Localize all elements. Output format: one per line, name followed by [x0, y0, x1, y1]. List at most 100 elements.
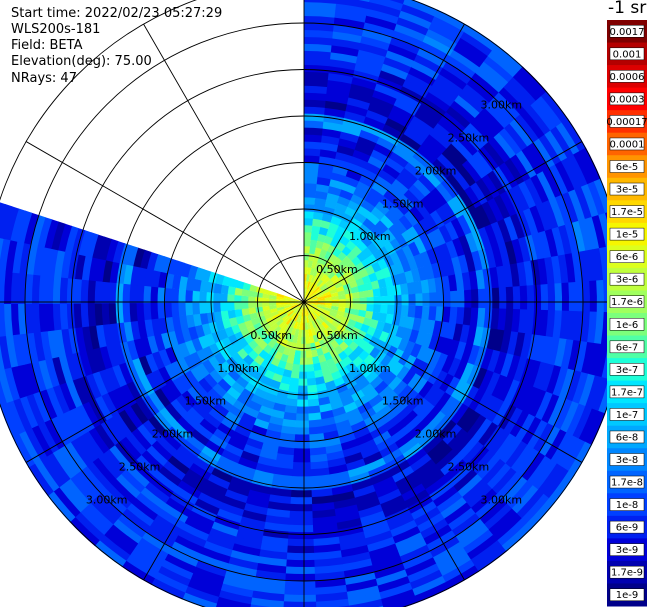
beta-cell — [46, 452, 71, 484]
colorbar-label: 6e-8 — [616, 432, 639, 443]
beta-cell — [187, 510, 215, 529]
beta-cell — [221, 275, 232, 287]
beta-cell — [364, 282, 374, 291]
beta-cell — [568, 189, 586, 222]
beta-cell — [390, 104, 415, 123]
beta-cell — [441, 202, 458, 222]
beta-cell — [593, 311, 605, 345]
beta-cell — [366, 536, 396, 553]
beta-cell — [307, 384, 318, 394]
beta-cell — [306, 377, 317, 387]
beta-cell — [240, 450, 260, 464]
beta-cell — [52, 276, 62, 304]
beta-cell — [129, 402, 149, 425]
beta-cell — [248, 284, 258, 292]
beta-cell — [226, 386, 241, 401]
beta-cell — [200, 485, 225, 503]
colorbar-label-box — [609, 70, 645, 83]
beta-cell — [405, 448, 428, 467]
beta-cell — [316, 306, 325, 312]
beta-cell — [496, 265, 507, 289]
beta-cell — [275, 304, 284, 309]
beta-cell — [320, 313, 329, 320]
beta-cell — [412, 397, 430, 416]
beta-cell — [418, 318, 429, 334]
beta-cell — [451, 168, 471, 191]
beta-cell — [333, 23, 365, 37]
beta-cell — [301, 308, 304, 317]
beta-cell — [437, 117, 462, 139]
beta-cell — [255, 311, 265, 318]
beta-cell — [434, 352, 449, 371]
colorbar-label-box — [609, 115, 645, 128]
beta-cell — [242, 314, 252, 323]
beta-cell — [252, 344, 264, 356]
beta-cell — [559, 310, 570, 340]
beta-cell — [318, 396, 331, 407]
beta-cell — [161, 502, 189, 524]
beta-cell — [297, 315, 302, 324]
colorbar-label: 3e-5 — [616, 185, 639, 196]
beta-cell — [416, 345, 429, 362]
beta-cell — [281, 314, 289, 322]
beta-cell — [249, 604, 271, 607]
beta-cell — [287, 384, 299, 394]
beta-cell — [379, 195, 395, 211]
beta-cell — [499, 191, 518, 217]
beta-cell — [151, 350, 165, 370]
colorbar-label: 6e-9 — [616, 523, 639, 534]
beta-cell — [550, 126, 575, 159]
beta-cell — [235, 280, 245, 290]
beta-cell — [446, 55, 477, 79]
beta-cell — [84, 232, 99, 258]
beta-cell — [216, 422, 235, 438]
beta-cell — [237, 359, 250, 372]
beta-cell — [240, 388, 255, 401]
beta-cell — [177, 528, 207, 548]
beta-heatmap — [0, 0, 626, 607]
beta-cell — [105, 416, 127, 442]
beta-cell — [481, 201, 498, 225]
beta-cell — [304, 287, 308, 296]
beta-cell — [301, 329, 306, 338]
beta-cell — [310, 467, 330, 477]
beta-cell — [391, 400, 409, 417]
beta-cell — [442, 61, 472, 85]
beta-cell — [315, 190, 329, 200]
beta-cell — [332, 30, 363, 44]
beta-cell — [290, 304, 298, 309]
beta-cell — [492, 513, 523, 542]
beta-cell — [332, 277, 342, 286]
beta-cell — [325, 278, 334, 287]
beta-cell — [396, 405, 414, 422]
beta-cell — [447, 198, 464, 219]
beta-cell — [142, 285, 152, 304]
range-ring-label: 0.50km — [250, 329, 292, 342]
beta-cell — [0, 237, 11, 272]
beta-cell — [195, 348, 209, 364]
beta-cell — [529, 205, 546, 234]
beta-cell — [263, 313, 273, 320]
beta-cell — [554, 282, 563, 312]
beta-cell — [458, 190, 477, 212]
beta-cell — [368, 358, 381, 372]
beta-cell — [312, 356, 320, 365]
beta-cell — [504, 158, 526, 186]
beta-cell — [328, 284, 337, 292]
beta-cell — [350, 478, 374, 492]
beta-cell — [12, 333, 25, 367]
beta-cell — [337, 289, 346, 296]
beta-cell — [130, 497, 158, 522]
beta-cell — [433, 370, 449, 389]
beta-cell — [180, 522, 210, 542]
beta-cell — [342, 117, 365, 131]
beta-cell — [565, 403, 586, 437]
colorbar-label-box — [609, 385, 645, 399]
beta-cell — [349, 366, 362, 379]
beta-cell — [356, 377, 371, 391]
colorbar-label-box — [609, 520, 645, 534]
beta-cell — [293, 306, 300, 314]
beta-cell — [315, 269, 323, 279]
beta-cell — [573, 150, 595, 185]
beta-cell — [398, 437, 419, 455]
